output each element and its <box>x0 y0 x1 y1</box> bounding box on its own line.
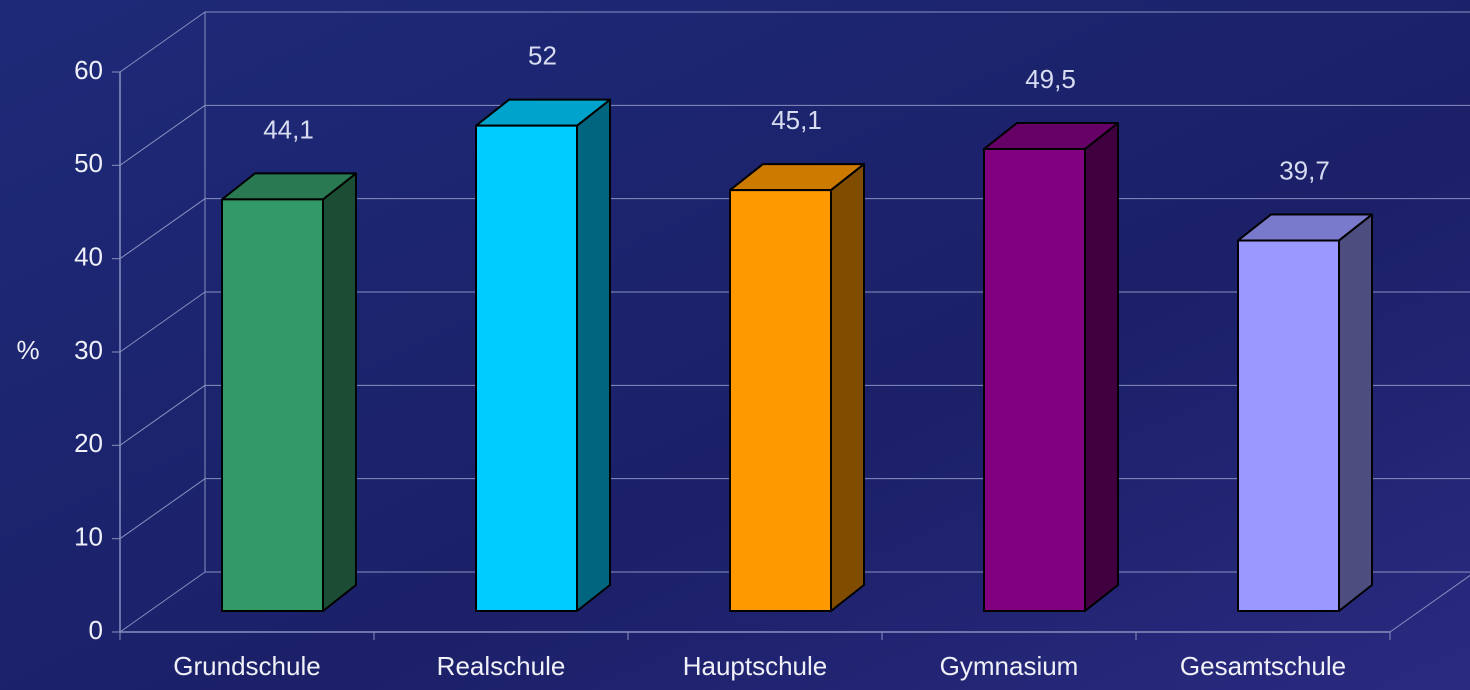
y-tick-label: 40 <box>74 242 103 272</box>
bar <box>983 148 1086 612</box>
bar-side <box>576 98 611 612</box>
x-tick-label: Grundschule <box>173 651 320 681</box>
y-tick-label: 50 <box>74 148 103 178</box>
grid-line <box>119 11 206 73</box>
bar <box>221 198 324 612</box>
grid-line <box>119 291 206 353</box>
x-tick-label: Gymnasium <box>940 651 1079 681</box>
floor-edge <box>1389 574 1470 633</box>
bar-side <box>1084 122 1119 612</box>
y-tick-label: 60 <box>74 55 103 85</box>
grid-line <box>119 478 206 540</box>
bar-side <box>322 172 357 612</box>
grid-line <box>119 198 206 260</box>
value-label: 45,1 <box>771 105 822 135</box>
bar-side <box>1338 213 1373 612</box>
bar <box>729 189 832 612</box>
value-label: 52 <box>528 41 557 71</box>
value-label: 49,5 <box>1025 64 1076 94</box>
x-tick-label: Realschule <box>437 651 566 681</box>
bar <box>475 124 578 613</box>
grid-line <box>119 384 206 446</box>
grid-line <box>119 104 206 166</box>
y-tick-label: 10 <box>74 522 103 552</box>
value-label: 44,1 <box>263 114 314 144</box>
value-label: 39,7 <box>1279 155 1330 185</box>
y-tick-label: 0 <box>89 615 103 645</box>
y-tick-label: 20 <box>74 428 103 458</box>
x-tick-label: Hauptschule <box>683 651 828 681</box>
bar <box>1237 239 1340 612</box>
x-tick-label: Gesamtschule <box>1180 651 1346 681</box>
y-tick-label: 30 <box>74 335 103 365</box>
bar-side <box>830 163 865 612</box>
grid-line <box>119 571 206 633</box>
y-axis-label: % <box>16 335 39 365</box>
